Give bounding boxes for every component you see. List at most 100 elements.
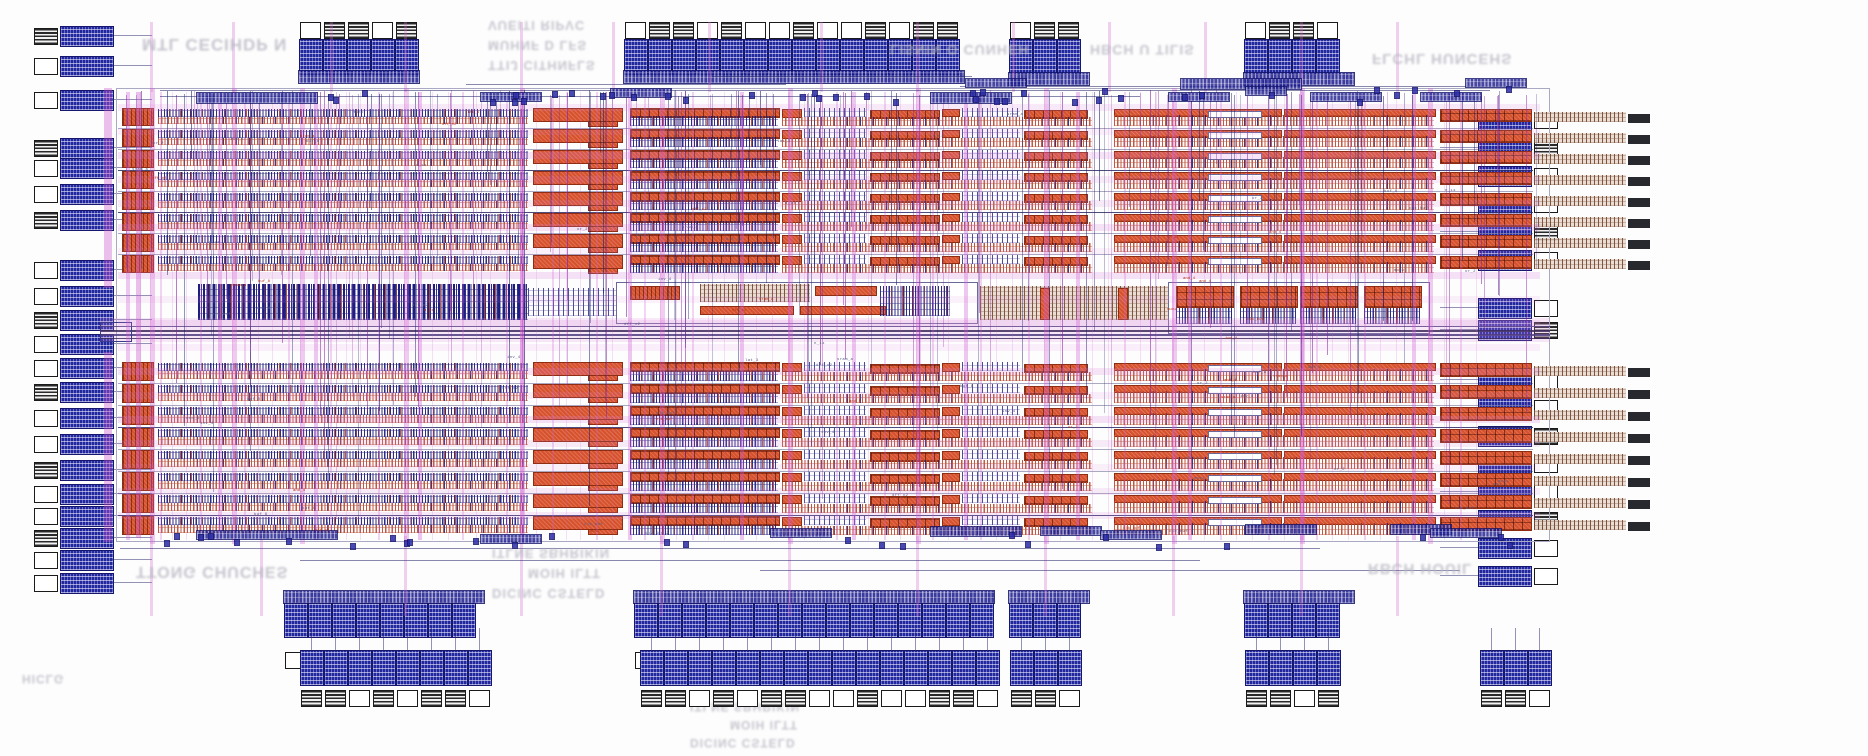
center-right-sram-2[interactable] bbox=[1300, 286, 1358, 308]
top-sram-cells-7[interactable] bbox=[630, 263, 778, 273]
bottom-outer-pad-2-2[interactable] bbox=[1059, 690, 1080, 707]
left-bond-pad-19[interactable] bbox=[34, 552, 58, 569]
top-left-macro-1[interactable] bbox=[122, 129, 154, 147]
bottom-left-macro-1[interactable] bbox=[122, 384, 154, 403]
bottom-rt-dark-2[interactable] bbox=[1628, 412, 1650, 421]
top-sram-cells-2[interactable] bbox=[630, 158, 778, 168]
bottom-io-cell-0-2[interactable] bbox=[332, 602, 356, 638]
bottom-io-cell-1-13[interactable] bbox=[946, 602, 970, 638]
bottom-wide-cells-5[interactable] bbox=[1114, 479, 1434, 491]
bottom-outer-pad-1-1[interactable] bbox=[665, 690, 686, 707]
top-wide-cells-7[interactable] bbox=[1114, 261, 1434, 273]
top-io-cell-1-6[interactable] bbox=[768, 39, 792, 75]
center-cell-comb[interactable] bbox=[198, 284, 528, 320]
bottom-rt-dark-6[interactable] bbox=[1628, 500, 1650, 509]
bottom-outer-pad-1-3[interactable] bbox=[713, 690, 734, 707]
top-rt-tan-2[interactable] bbox=[1534, 154, 1626, 164]
bottom-left-macro-4[interactable] bbox=[122, 450, 154, 469]
top-logic-a-2[interactable] bbox=[804, 150, 866, 159]
bottom-left-macro-0[interactable] bbox=[122, 362, 154, 381]
bottom-io-cell-0-1[interactable] bbox=[308, 602, 332, 638]
top-logic-a-7[interactable] bbox=[804, 255, 866, 264]
bottom-rt-tan-3[interactable] bbox=[1534, 432, 1626, 443]
bottom-sq-macro-a-6[interactable] bbox=[782, 495, 802, 504]
left-bond-pad-11[interactable] bbox=[34, 360, 58, 377]
bottom-outer-pad-0-1[interactable] bbox=[325, 690, 346, 707]
bottom-cells-B-2[interactable] bbox=[158, 415, 528, 423]
right-bond-pad-14[interactable] bbox=[1534, 540, 1558, 557]
bottom-rt-dark-4[interactable] bbox=[1628, 456, 1650, 465]
bottom-logic-a-7[interactable] bbox=[804, 516, 866, 525]
bottom-logic-lower-0[interactable] bbox=[782, 371, 1092, 382]
top-rt-dark-4[interactable] bbox=[1628, 198, 1650, 207]
top-cells-A-6[interactable] bbox=[158, 235, 528, 243]
bottom-logic-b-5[interactable] bbox=[962, 472, 1020, 481]
bottom-rt-dark-7[interactable] bbox=[1628, 522, 1650, 531]
bottom-outer-io-cell-1-10[interactable] bbox=[880, 650, 904, 686]
top-io-cell-0-1[interactable] bbox=[323, 39, 347, 75]
bottom-sq-macro-a-1[interactable] bbox=[782, 385, 802, 394]
bottom-mid-macro-5[interactable] bbox=[533, 472, 623, 487]
top-io-cell-1-3[interactable] bbox=[696, 39, 720, 75]
bottom-wide-cells-2[interactable] bbox=[1114, 413, 1434, 425]
top-bond-pad-1-9[interactable] bbox=[841, 22, 862, 39]
top-sram-cells-1[interactable] bbox=[630, 137, 778, 147]
top-io-cell-0-2[interactable] bbox=[347, 39, 371, 75]
bottom-cells-B-0[interactable] bbox=[158, 371, 528, 379]
bottom-outer-io-cell-3-2[interactable] bbox=[1293, 650, 1317, 686]
bottom-cells-B-5[interactable] bbox=[158, 481, 528, 489]
bottom-outer-io-cell-0-3[interactable] bbox=[372, 650, 396, 686]
bottom-outer-pad-0-3[interactable] bbox=[373, 690, 394, 707]
top-io-cell-3-0[interactable] bbox=[1244, 39, 1268, 75]
top-sq-macro-b-1[interactable] bbox=[942, 130, 960, 139]
top-rt-tan-7[interactable] bbox=[1534, 259, 1626, 269]
bottom-outer-io-cell-1-5[interactable] bbox=[760, 650, 784, 686]
left-io-cell-4[interactable] bbox=[60, 158, 114, 179]
bottom-cells-B-4[interactable] bbox=[158, 459, 528, 467]
top-wide-cells-2[interactable] bbox=[1114, 156, 1434, 168]
bottom-outer-pad-1-0[interactable] bbox=[641, 690, 662, 707]
center-right-cells-1[interactable] bbox=[1240, 308, 1296, 324]
bottom-outer-io-cell-0-0[interactable] bbox=[300, 650, 324, 686]
top-rt-dark-7[interactable] bbox=[1628, 261, 1650, 270]
top-bond-pad-1-6[interactable] bbox=[769, 22, 790, 39]
bottom-sq-macro-b-7[interactable] bbox=[942, 517, 960, 526]
bottom-outer-io-cell-0-4[interactable] bbox=[396, 650, 420, 686]
bottom-outer-pad-0-7[interactable] bbox=[469, 690, 490, 707]
bottom-rt-sram-3[interactable] bbox=[1440, 429, 1532, 443]
left-bond-pad-2[interactable] bbox=[34, 92, 58, 109]
left-io-cell-20[interactable] bbox=[60, 573, 114, 594]
top-cells-A-5[interactable] bbox=[158, 214, 528, 222]
top-io-cell-1-8[interactable] bbox=[816, 39, 840, 75]
top-left-macro-4[interactable] bbox=[122, 192, 154, 210]
top-left-macro-7[interactable] bbox=[122, 255, 154, 273]
left-io-cell-16[interactable] bbox=[60, 484, 114, 505]
left-io-cell-0[interactable] bbox=[60, 26, 114, 47]
bottom-sq-macro-a-3[interactable] bbox=[782, 429, 802, 438]
bottom-io-cell-1-4[interactable] bbox=[730, 602, 754, 638]
top-cells-A-2[interactable] bbox=[158, 151, 528, 159]
bottom-rt-sram-2[interactable] bbox=[1440, 407, 1532, 421]
top-wide-cells-0[interactable] bbox=[1114, 114, 1434, 126]
bottom-io-cell-1-14[interactable] bbox=[970, 602, 994, 638]
bottom-rt-sram-5[interactable] bbox=[1440, 473, 1532, 487]
bottom-cells-A-3[interactable] bbox=[158, 429, 528, 437]
bottom-io-cell-0-5[interactable] bbox=[404, 602, 428, 638]
bottom-outer-io-cell-1-8[interactable] bbox=[832, 650, 856, 686]
bottom-logic-b-6[interactable] bbox=[962, 494, 1020, 503]
top-rt-dark-3[interactable] bbox=[1628, 177, 1650, 186]
top-cells-B-5[interactable] bbox=[158, 221, 528, 230]
center-macro-b[interactable] bbox=[815, 286, 877, 296]
bottom-io-cell-2-1[interactable] bbox=[1033, 602, 1057, 638]
bottom-sq-macro-b-0[interactable] bbox=[942, 363, 960, 372]
left-io-cell-17[interactable] bbox=[60, 506, 114, 527]
bottom-outer-pad-3-0[interactable] bbox=[1246, 690, 1267, 707]
top-sq-macro-b-7[interactable] bbox=[942, 256, 960, 265]
bottom-outer-pad-2-1[interactable] bbox=[1035, 690, 1056, 707]
bottom-cells-B-3[interactable] bbox=[158, 437, 528, 445]
left-bond-pad-1[interactable] bbox=[34, 58, 58, 75]
bottom-outer-io-cell-0-1[interactable] bbox=[324, 650, 348, 686]
top-logic-a-0[interactable] bbox=[804, 108, 866, 117]
bottom-io-cell-1-10[interactable] bbox=[874, 602, 898, 638]
bottom-outer-io-cell-3-1[interactable] bbox=[1269, 650, 1293, 686]
